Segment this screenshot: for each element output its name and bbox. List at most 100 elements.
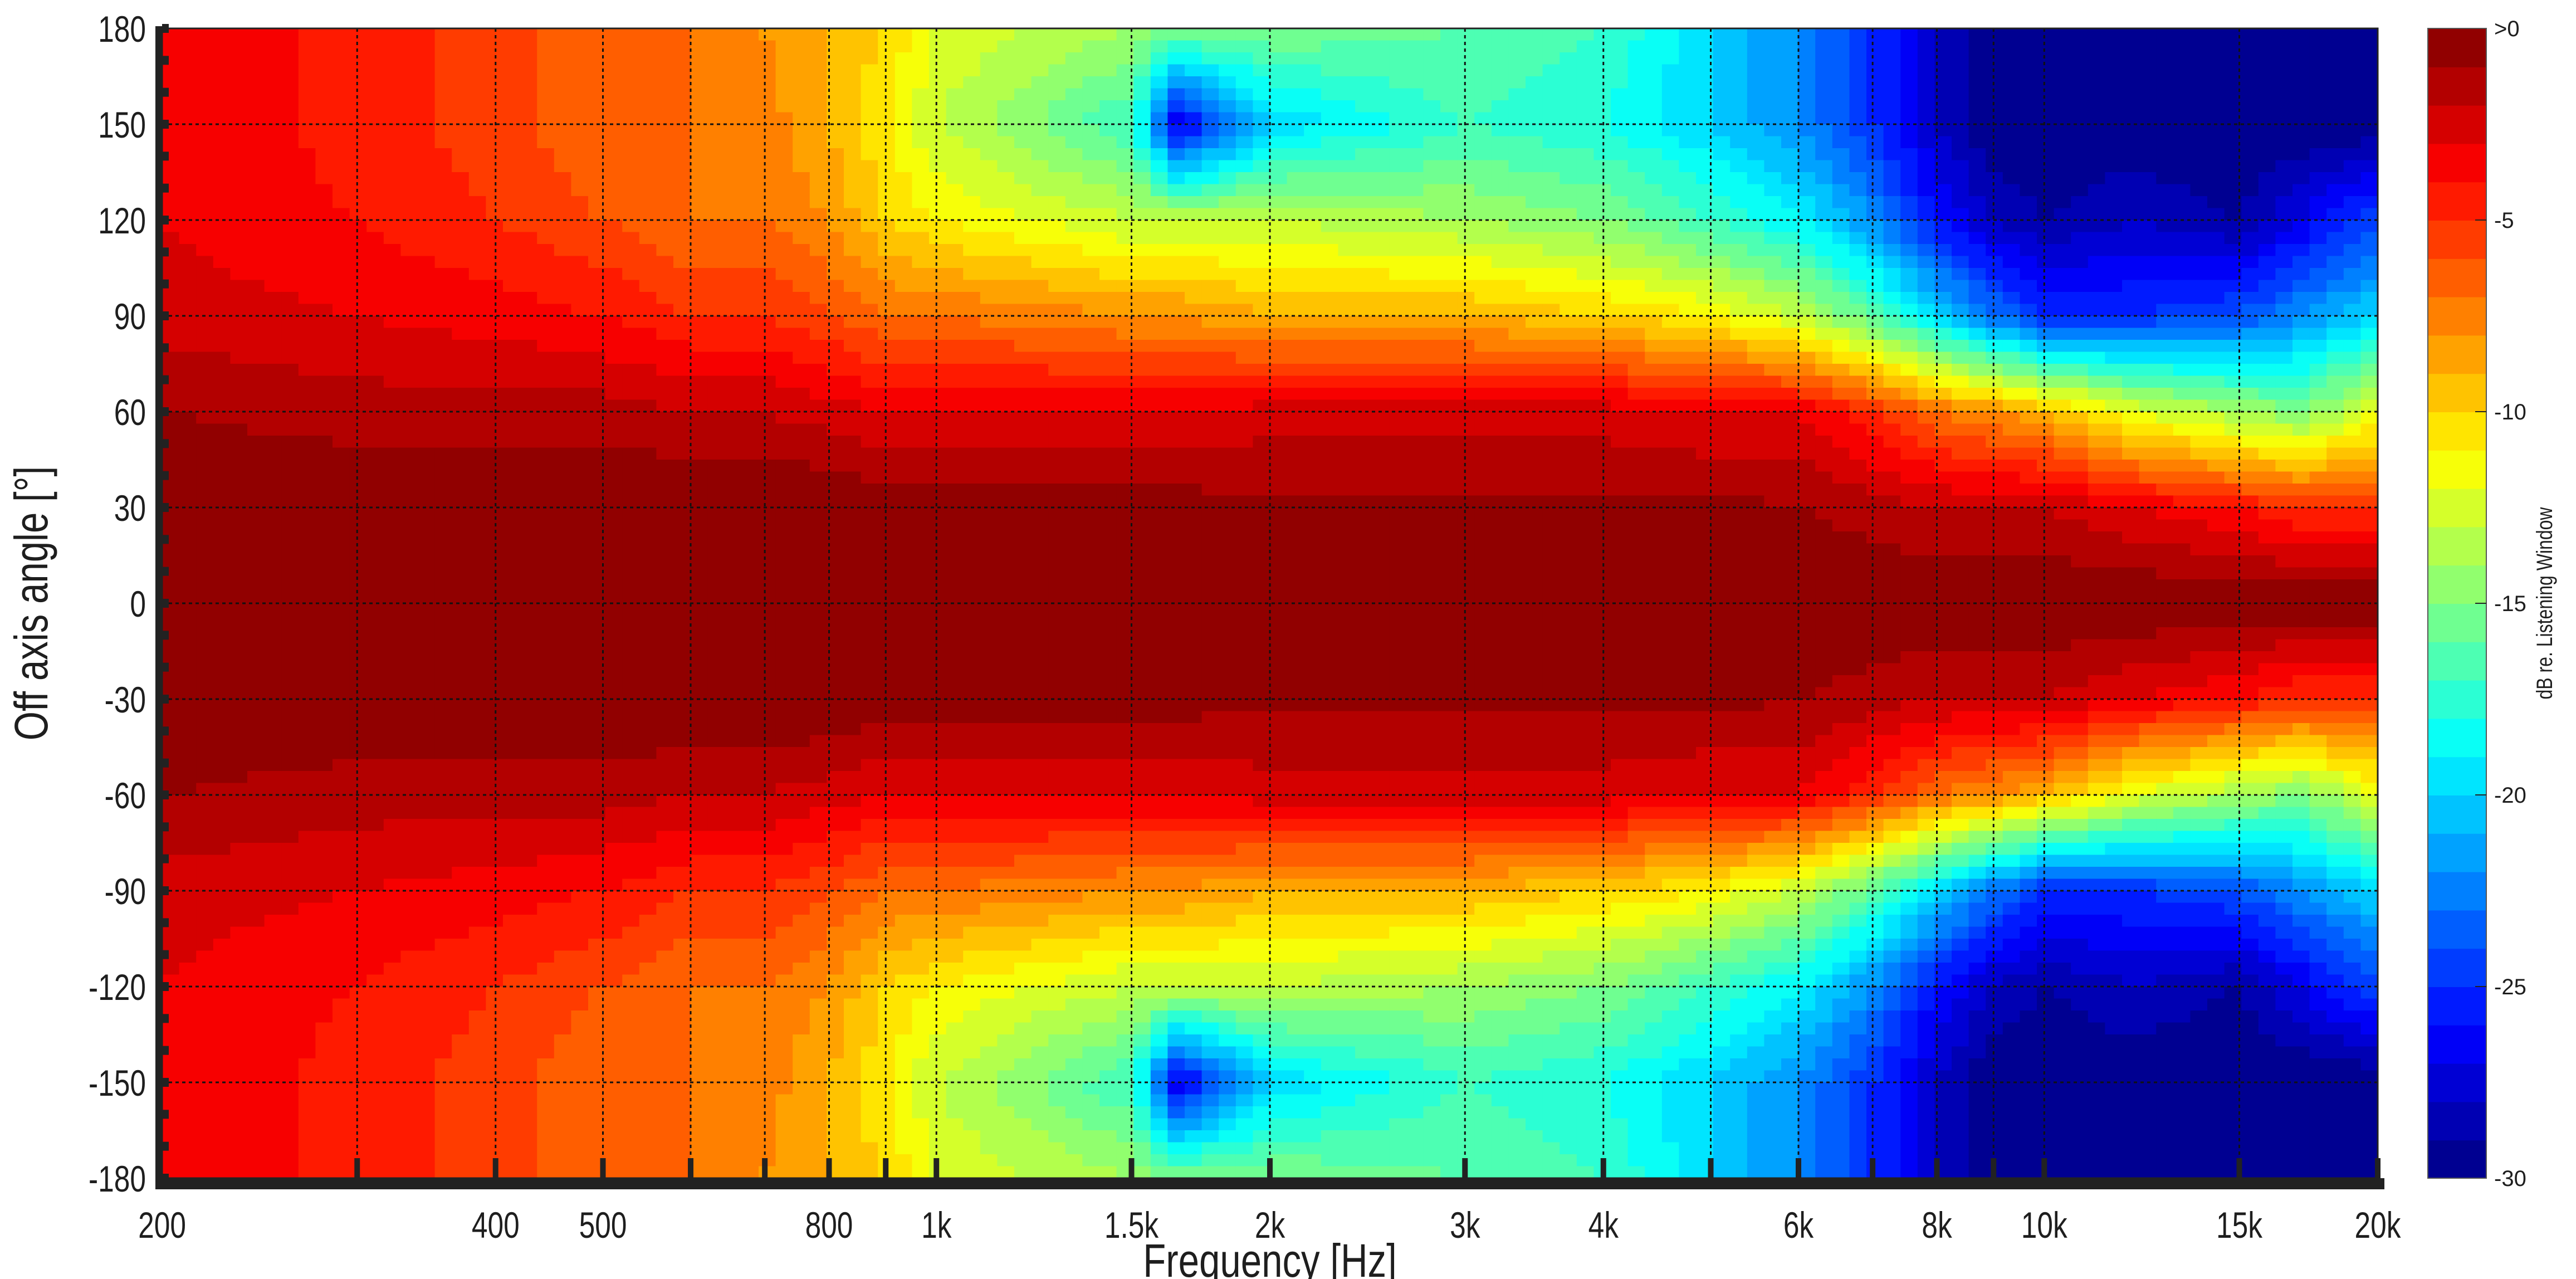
heatmap-cell <box>2105 268 2123 281</box>
heatmap-cell <box>1747 112 1765 125</box>
heatmap-cell <box>1576 460 1595 472</box>
heatmap-cell <box>418 364 436 377</box>
heatmap-cell <box>1560 375 1577 388</box>
heatmap-cell <box>281 340 299 353</box>
heatmap-cell <box>588 268 606 281</box>
heatmap-cell <box>1627 100 1646 113</box>
heatmap-cell <box>2275 160 2293 173</box>
heatmap-cell <box>1798 112 1816 125</box>
heatmap-cell <box>2088 184 2106 197</box>
heatmap-cell <box>1764 447 1782 460</box>
heatmap-cell <box>2190 316 2208 329</box>
heatmap-cell <box>775 172 794 185</box>
heatmap-cell <box>1730 88 1748 101</box>
heatmap-cell <box>1542 124 1561 137</box>
heatmap-cell <box>673 352 691 364</box>
heatmap-cell <box>298 375 316 388</box>
heatmap-cell <box>520 447 538 460</box>
heatmap-cell <box>639 352 657 364</box>
heatmap-cell <box>1730 208 1748 221</box>
heatmap-cell <box>333 76 350 89</box>
heatmap-cell <box>1526 196 1543 209</box>
heatmap-cell <box>2122 208 2140 221</box>
heatmap-cell <box>247 423 265 436</box>
heatmap-cell <box>162 136 180 149</box>
heatmap-cell <box>1866 268 1884 281</box>
heatmap-cell <box>2309 471 2328 484</box>
heatmap-cell <box>2020 124 2037 137</box>
heatmap-cell <box>724 268 742 281</box>
heatmap-cell <box>1219 196 1236 209</box>
heatmap-cell <box>605 136 623 149</box>
heatmap-cell <box>775 352 794 364</box>
heatmap-cell <box>434 112 453 125</box>
heatmap-cell <box>1355 184 1373 197</box>
heatmap-cell <box>571 423 589 436</box>
heatmap-cell <box>213 124 231 137</box>
heatmap-cell <box>1661 388 1680 401</box>
heatmap-cell <box>775 136 794 149</box>
heatmap-cell <box>1900 280 1918 292</box>
heatmap-cell <box>1235 112 1254 125</box>
heatmap-cell <box>2037 256 2055 269</box>
heatmap-cell <box>2258 208 2276 221</box>
heatmap-cell <box>1576 88 1595 101</box>
heatmap-cell <box>912 232 930 245</box>
heatmap-cell <box>1440 388 1458 401</box>
heatmap-cell <box>793 40 810 53</box>
heatmap-cell <box>1883 399 1902 412</box>
heatmap-cell <box>844 256 862 269</box>
heatmap-cell <box>861 412 879 424</box>
heatmap-cell <box>1219 40 1236 53</box>
heatmap-cell <box>1815 76 1833 89</box>
heatmap-cell <box>1048 328 1066 340</box>
heatmap-cell <box>1815 124 1833 137</box>
heatmap-cell <box>1661 399 1680 412</box>
heatmap-cell <box>213 52 231 65</box>
heatmap-cell <box>1491 100 1509 113</box>
heatmap-cell <box>1764 232 1782 245</box>
heatmap-cell <box>2258 244 2276 257</box>
heatmap-cell <box>1815 172 1833 185</box>
heatmap-cell <box>2054 256 2072 269</box>
heatmap-cell <box>1645 328 1663 340</box>
heatmap-cell <box>486 160 504 173</box>
heatmap-cell <box>2326 136 2344 149</box>
heatmap-cell <box>2241 244 2259 257</box>
heatmap-cell <box>520 136 538 149</box>
heatmap-cell <box>1696 460 1714 472</box>
heatmap-cell <box>1661 340 1680 353</box>
heatmap-cell <box>1526 352 1543 364</box>
heatmap-cell <box>1883 436 1902 448</box>
heatmap-cell <box>1219 280 1236 292</box>
heatmap-cell <box>2105 100 2123 113</box>
heatmap-cell <box>2122 316 2140 329</box>
heatmap-cell <box>315 196 333 209</box>
heatmap-cell <box>912 484 930 496</box>
heatmap-cell <box>2275 364 2293 377</box>
heatmap-cell <box>622 280 640 292</box>
heatmap-cell <box>912 268 930 281</box>
heatmap-cell <box>605 220 623 233</box>
heatmap-cell <box>366 136 384 149</box>
heatmap-cell <box>1593 28 1611 41</box>
heatmap-cell <box>1491 316 1509 329</box>
heatmap-cell <box>1542 112 1561 125</box>
heatmap-cell <box>554 447 572 460</box>
heatmap-cell <box>2139 316 2157 329</box>
heatmap-cell <box>605 256 623 269</box>
heatmap-cell <box>1747 196 1765 209</box>
heatmap-cell <box>1798 268 1816 281</box>
heatmap-cell <box>2224 412 2242 424</box>
heatmap-cell <box>1866 88 1884 101</box>
heatmap-cell <box>400 256 418 269</box>
heatmap-cell <box>418 136 436 149</box>
heatmap-cell <box>571 436 589 448</box>
heatmap-cell <box>1253 172 1270 185</box>
heatmap-cell <box>264 124 282 137</box>
heatmap-cell <box>1986 460 2003 472</box>
heatmap-cell <box>1815 40 1833 53</box>
heatmap-cell <box>1116 100 1135 113</box>
heatmap-cell <box>1150 244 1169 257</box>
heatmap-cell <box>1355 112 1373 125</box>
